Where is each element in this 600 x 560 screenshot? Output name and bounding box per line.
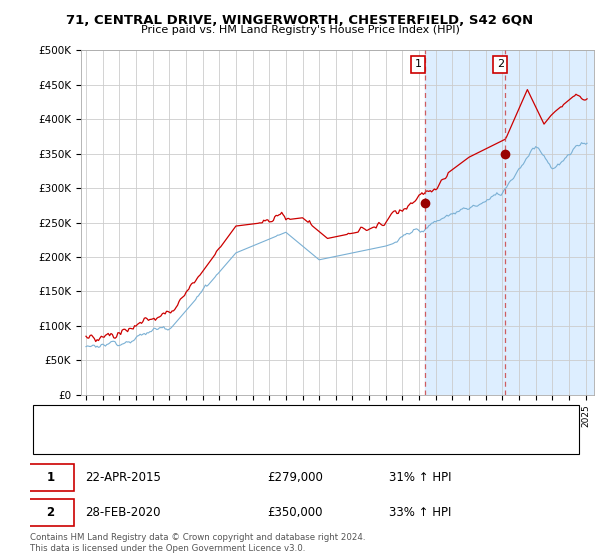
Text: 2: 2	[497, 59, 504, 69]
Text: 33% ↑ HPI: 33% ↑ HPI	[389, 506, 451, 519]
Text: Contains HM Land Registry data © Crown copyright and database right 2024.
This d: Contains HM Land Registry data © Crown c…	[30, 533, 365, 553]
Bar	[505, 50, 594, 395]
FancyBboxPatch shape	[33, 405, 579, 454]
Text: 71, CENTRAL DRIVE, WINGERWORTH, CHESTERFIELD, S42 6QN: 71, CENTRAL DRIVE, WINGERWORTH, CHESTERF…	[67, 14, 533, 27]
Text: 1: 1	[415, 59, 421, 69]
FancyBboxPatch shape	[27, 499, 74, 526]
Bar	[425, 50, 505, 395]
FancyBboxPatch shape	[27, 464, 74, 491]
Text: 28-FEB-2020: 28-FEB-2020	[85, 506, 161, 519]
Text: £350,000: £350,000	[268, 506, 323, 519]
Text: 31% ↑ HPI: 31% ↑ HPI	[389, 471, 451, 484]
Text: 1: 1	[46, 471, 55, 484]
Text: 71, CENTRAL DRIVE, WINGERWORTH, CHESTERFIELD, S42 6QN (detached house): 71, CENTRAL DRIVE, WINGERWORTH, CHESTERF…	[80, 413, 484, 423]
Text: HPI: Average price, detached house, North East Derbyshire: HPI: Average price, detached house, Nort…	[80, 436, 374, 446]
Text: £279,000: £279,000	[268, 471, 323, 484]
Text: 2: 2	[46, 506, 55, 519]
Text: 22-APR-2015: 22-APR-2015	[85, 471, 161, 484]
Text: Price paid vs. HM Land Registry's House Price Index (HPI): Price paid vs. HM Land Registry's House …	[140, 25, 460, 35]
